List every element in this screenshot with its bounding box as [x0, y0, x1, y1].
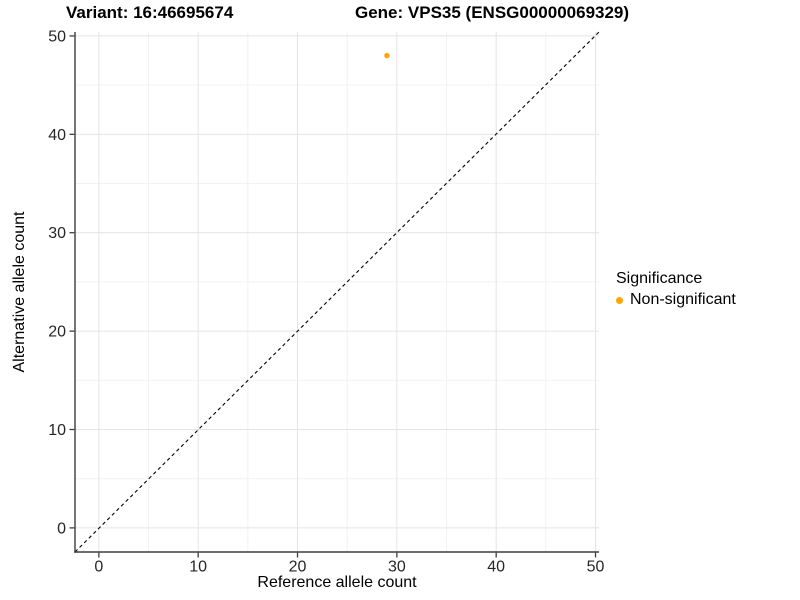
y-axis-title: Alternative allele count: [11, 211, 28, 373]
x-axis-title: Reference allele count: [257, 574, 417, 591]
legend: Significance Non-significant: [616, 270, 736, 309]
y-tick-label: 30: [48, 225, 66, 242]
data-point: [384, 52, 390, 59]
x-tick-label: 40: [487, 559, 505, 576]
legend-title: Significance: [616, 270, 703, 287]
x-tick-label: 20: [289, 559, 307, 576]
x-tick-label: 10: [189, 559, 207, 576]
legend-item-label: Non-significant: [630, 291, 736, 308]
plot-title-gene: Gene: VPS35 (ENSG00000069329): [355, 3, 630, 22]
y-tick-label: 10: [48, 422, 66, 439]
plot-title-variant: Variant: 16:46695674: [66, 3, 234, 22]
x-tick-label: 0: [94, 559, 103, 576]
y-tick-label: 50: [48, 28, 66, 45]
x-tick-label: 50: [587, 559, 605, 576]
x-tick-label: 30: [388, 559, 406, 576]
legend-item: Non-significant: [616, 291, 736, 309]
y-tick-label: 0: [57, 520, 66, 537]
identity-line: [74, 31, 600, 553]
legend-point-icon: [616, 296, 623, 304]
y-tick-label: 40: [48, 127, 66, 144]
y-tick-label: 20: [48, 324, 66, 341]
